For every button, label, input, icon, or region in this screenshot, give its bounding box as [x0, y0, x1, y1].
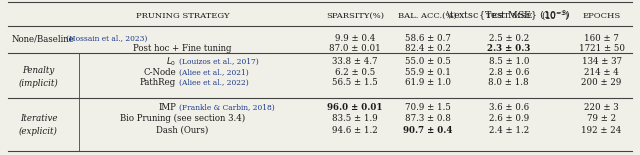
- Text: (Hossain et al., 2023): (Hossain et al., 2023): [66, 35, 148, 43]
- Text: 70.9 ± 1.5: 70.9 ± 1.5: [404, 103, 451, 112]
- Text: 87.3 ± 0.8: 87.3 ± 0.8: [404, 114, 451, 123]
- Text: C-Node: C-Node: [143, 68, 176, 77]
- Text: \textsc{Test MSE} $(10^{-3})$: \textsc{Test MSE} $(10^{-3})$: [446, 9, 572, 23]
- Text: (explicit): (explicit): [19, 127, 58, 136]
- Text: Dash (Ours): Dash (Ours): [156, 126, 209, 135]
- Text: 56.5 ± 1.5: 56.5 ± 1.5: [332, 78, 378, 87]
- Text: Iterative: Iterative: [20, 114, 57, 123]
- Text: BAL. ACC.(%): BAL. ACC.(%): [398, 12, 457, 20]
- Text: $L_0$: $L_0$: [166, 56, 176, 68]
- Text: (Aliee et al., 2021): (Aliee et al., 2021): [179, 69, 249, 77]
- Text: 90.7 ± 0.4: 90.7 ± 0.4: [403, 126, 452, 135]
- Text: 2.5 ± 0.2: 2.5 ± 0.2: [489, 34, 529, 43]
- Text: 2.4 ± 1.2: 2.4 ± 1.2: [489, 126, 529, 135]
- Text: 200 ± 29: 200 ± 29: [581, 78, 622, 87]
- Text: 2.3 ± 0.3: 2.3 ± 0.3: [487, 44, 531, 53]
- Text: 82.4 ± 0.2: 82.4 ± 0.2: [404, 44, 451, 53]
- Text: 214 ± 4: 214 ± 4: [584, 68, 619, 77]
- Text: 96.0 ± 0.01: 96.0 ± 0.01: [328, 103, 383, 112]
- Text: 55.9 ± 0.1: 55.9 ± 0.1: [404, 68, 451, 77]
- Text: 6.2 ± 0.5: 6.2 ± 0.5: [335, 68, 375, 77]
- Text: 87.0 ± 0.01: 87.0 ± 0.01: [330, 44, 381, 53]
- Text: 192 ± 24: 192 ± 24: [582, 126, 621, 135]
- Text: 58.6 ± 0.7: 58.6 ± 0.7: [404, 34, 451, 43]
- Text: 55.0 ± 0.5: 55.0 ± 0.5: [404, 58, 451, 66]
- Text: (Louizos et al., 2017): (Louizos et al., 2017): [179, 58, 259, 66]
- Text: 220 ± 3: 220 ± 3: [584, 103, 619, 112]
- Text: 33.8 ± 4.7: 33.8 ± 4.7: [332, 58, 378, 66]
- Text: 9.9 ± 0.4: 9.9 ± 0.4: [335, 34, 375, 43]
- Text: 3.6 ± 0.6: 3.6 ± 0.6: [489, 103, 529, 112]
- Text: 2.6 ± 0.9: 2.6 ± 0.9: [489, 114, 529, 123]
- Text: None/Baseline: None/Baseline: [12, 34, 74, 43]
- Text: Post hoc + Fine tuning: Post hoc + Fine tuning: [133, 44, 232, 53]
- Text: (implicit): (implicit): [19, 79, 58, 88]
- Text: IMP: IMP: [158, 103, 176, 112]
- Text: (Frankle & Carbin, 2018): (Frankle & Carbin, 2018): [179, 104, 275, 112]
- Text: $(10^{-3})$: $(10^{-3})$: [541, 10, 569, 23]
- Text: PathReg: PathReg: [140, 78, 176, 87]
- Text: PRUNING STRATEGY: PRUNING STRATEGY: [136, 12, 229, 20]
- Text: 134 ± 37: 134 ± 37: [582, 58, 621, 66]
- Text: 83.5 ± 1.9: 83.5 ± 1.9: [332, 114, 378, 123]
- Text: 160 ± 7: 160 ± 7: [584, 34, 619, 43]
- Text: TEST MSE: TEST MSE: [486, 12, 532, 20]
- Text: 2.8 ± 0.6: 2.8 ± 0.6: [488, 68, 529, 77]
- Text: (Aliee et al., 2022): (Aliee et al., 2022): [179, 79, 249, 87]
- Text: 94.6 ± 1.2: 94.6 ± 1.2: [332, 126, 378, 135]
- Text: Bio Pruning (see section 3.4): Bio Pruning (see section 3.4): [120, 114, 245, 123]
- Text: 8.0 ± 1.8: 8.0 ± 1.8: [488, 78, 529, 87]
- Text: EPOCHS: EPOCHS: [582, 12, 621, 20]
- Text: SPARSITY(%): SPARSITY(%): [326, 12, 384, 20]
- Text: 1721 ± 50: 1721 ± 50: [579, 44, 625, 53]
- Text: 79 ± 2: 79 ± 2: [587, 114, 616, 123]
- Text: 8.5 ± 1.0: 8.5 ± 1.0: [488, 58, 529, 66]
- Text: 61.9 ± 1.0: 61.9 ± 1.0: [404, 78, 451, 87]
- Text: Penalty: Penalty: [22, 66, 54, 75]
